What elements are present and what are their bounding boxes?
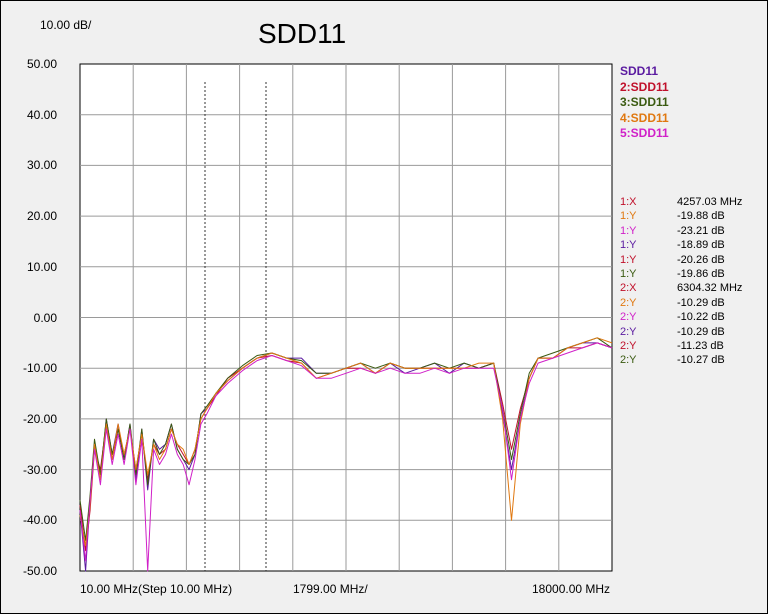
y-tick-label: 50.00 bbox=[26, 57, 57, 71]
y-tick-label: -10.00 bbox=[22, 361, 57, 376]
marker-value: -19.86 dB bbox=[677, 267, 725, 280]
legend-item-4: 4:SDD11 bbox=[620, 110, 669, 125]
marker-value: -10.22 dB bbox=[677, 311, 725, 324]
marker-label: 2:Y bbox=[620, 354, 637, 367]
legend-item-1: SDD11 bbox=[620, 64, 659, 78]
y-tick-label: 20.00 bbox=[26, 209, 57, 224]
scale-label: 10.00 dB/ bbox=[40, 18, 92, 32]
chart-title: SDD11 bbox=[258, 18, 347, 49]
legend: SDD11 2:SDD11 3:SDD11 4:SDD11 5:SDD11 bbox=[620, 64, 669, 142]
marker-label: 2:X bbox=[620, 282, 637, 295]
y-tick-label: -20.00 bbox=[22, 411, 57, 426]
marker-row: 1:Y -19.86 dB bbox=[620, 267, 760, 281]
series-line-5 bbox=[79, 342, 613, 572]
series-line-4 bbox=[79, 337, 613, 547]
marker-label: 2:Y bbox=[620, 311, 637, 324]
marker-row: 2:Y -10.29 dB bbox=[620, 296, 760, 310]
marker-row: 1:Y -18.89 dB bbox=[620, 238, 760, 252]
marker-row: 2:Y -10.29 dB bbox=[620, 325, 760, 339]
marker-value: -11.23 dB bbox=[677, 339, 724, 352]
marker-row: 1:X 4257.03 MHz bbox=[620, 195, 760, 209]
y-tick-label: 0.00 bbox=[33, 310, 57, 325]
marker-value: 4257.03 MHz bbox=[677, 196, 743, 208]
marker-label: 1:Y bbox=[620, 253, 637, 266]
marker-row: 2:Y -10.27 dB bbox=[620, 353, 760, 367]
marker-row: 1:Y -23.21 dB bbox=[620, 224, 760, 238]
y-tick-label: -50.00 bbox=[22, 564, 57, 578]
legend-item-2: 2:SDD11 bbox=[620, 79, 669, 94]
legend-item-5: 5:SDD11 bbox=[620, 126, 669, 141]
marker-row: 1:Y -20.26 dB bbox=[620, 253, 760, 267]
grid-lines bbox=[80, 64, 612, 571]
marker-value: -23.21 dB bbox=[677, 224, 725, 237]
marker-label: 1:X bbox=[620, 196, 637, 208]
marker-value: -19.88 dB bbox=[677, 210, 725, 223]
marker-value: -18.89 dB bbox=[677, 239, 725, 252]
marker-label: 2:Y bbox=[620, 339, 637, 352]
x-tick-stop: 18000.00 MHz bbox=[532, 582, 611, 596]
y-tick-label: 40.00 bbox=[26, 107, 57, 122]
marker-row: 2:X 6304.32 MHz bbox=[620, 281, 760, 295]
y-tick-label: -30.00 bbox=[22, 462, 57, 477]
marker-row: 2:Y -10.22 dB bbox=[620, 310, 760, 324]
y-tick-label: 10.00 bbox=[26, 259, 57, 274]
x-tick-center: 1799.00 MHz/ bbox=[293, 582, 368, 596]
marker-label: 2:Y bbox=[620, 325, 637, 338]
marker-label: 1:Y bbox=[620, 210, 637, 223]
marker-row: 1:Y -19.88 dB bbox=[620, 209, 760, 223]
marker-label: 1:Y bbox=[620, 239, 637, 252]
marker-readout: 1:X 4257.03 MHz 1:Y -19.88 dB 1:Y -23.21 dB 1:… bbox=[620, 195, 760, 368]
legend-item-3: 3:SDD11 bbox=[620, 95, 669, 110]
y-tick-label: -40.00 bbox=[22, 513, 57, 528]
x-tick-start: 10.00 MHz(Step 10.00 MHz) bbox=[80, 582, 233, 596]
marker-row: 2:Y -11.23 dB bbox=[620, 339, 760, 353]
series-group bbox=[79, 337, 613, 572]
marker-label: 1:Y bbox=[620, 224, 637, 237]
marker-value: 6304.32 MHz bbox=[677, 282, 743, 295]
marker-value: -10.27 dB bbox=[677, 354, 725, 367]
marker-value: -10.29 dB bbox=[677, 296, 725, 309]
y-tick-label: 30.00 bbox=[26, 158, 57, 173]
marker-label: 2:Y bbox=[620, 296, 637, 309]
marker-value: -20.26 dB bbox=[677, 253, 725, 266]
marker-value: -10.29 dB bbox=[677, 325, 725, 338]
marker-label: 1:Y bbox=[620, 267, 637, 280]
